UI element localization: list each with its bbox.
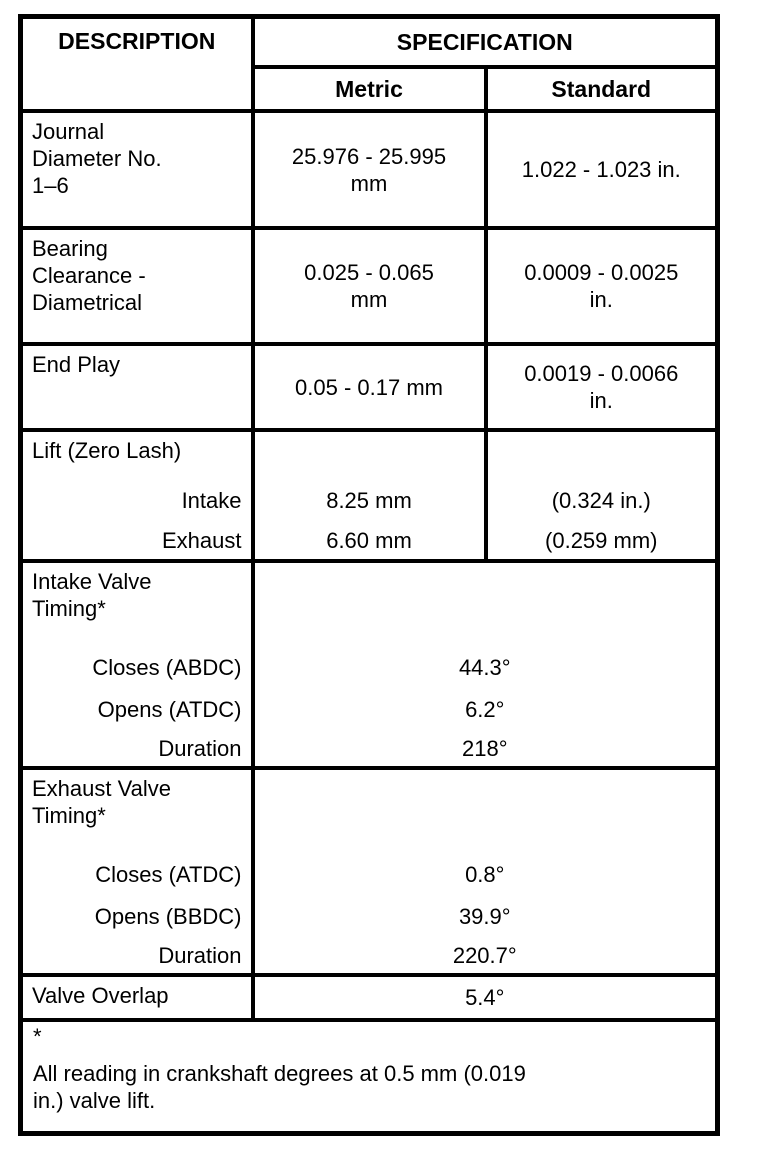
standard-value-end-play: 0.0019 - 0.0066 in. (483, 342, 720, 430)
column-header-metric: Metric (250, 65, 488, 111)
value-intake-opens: 6.2° (250, 688, 720, 730)
subrow-label-exhaust-duration: Duration (18, 937, 255, 975)
row-label-intake-valve-timing: Intake Valve Timing* (18, 559, 255, 646)
table-subrow-exhaust-duration: Duration 220.7° (18, 937, 720, 975)
table-row-intake-valve-timing: Intake Valve Timing* (18, 559, 720, 646)
table-subrow-exhaust-opens: Opens (BBDC) 39.9° (18, 895, 720, 937)
header-row-2: Metric Standard (21, 65, 720, 111)
row-label-valve-overlap: Valve Overlap (18, 973, 255, 1020)
column-header-specification: SPECIFICATION (250, 14, 720, 67)
footnote-marker: * (33, 1024, 42, 1049)
column-header-standard: Standard (483, 65, 720, 111)
header-row-1: DESCRIPTION SPECIFICATION (18, 14, 720, 111)
row-label-bearing-clearance: Bearing Clearance - Diametrical (18, 226, 255, 344)
empty-cell (250, 766, 720, 853)
table-row-journal-diameter: Journal Diameter No. 1–6 25.976 - 25.995… (18, 109, 720, 228)
metric-value-end-play: 0.05 - 0.17 mm (250, 342, 488, 430)
table-subrow-exhaust-closes: Closes (ATDC) 0.8° (18, 853, 720, 895)
value-intake-closes: 44.3° (250, 646, 720, 688)
table-subrow-intake-closes: Closes (ABDC) 44.3° (18, 646, 720, 688)
subrow-label-exhaust-opens: Opens (BBDC) (18, 895, 255, 937)
subrow-label-intake: Intake (18, 479, 255, 521)
row-label-end-play: End Play (18, 342, 255, 430)
standard-value-lift-exhaust: (0.259 mm) (483, 521, 720, 561)
value-intake-duration: 218° (250, 730, 720, 768)
value-valve-overlap: 5.4° (250, 973, 720, 1020)
row-label-lift-zero-lash: Lift (Zero Lash) (18, 428, 255, 479)
metric-value-lift-intake: 8.25 mm (250, 479, 488, 521)
metric-value-journal-diameter: 25.976 - 25.995 mm (250, 109, 488, 228)
footnote-text: All reading in crankshaft degrees at 0.5… (33, 1061, 526, 1113)
footnote-cell: * All reading in crankshaft degrees at 0… (18, 1018, 720, 1134)
subrow-label-intake-closes: Closes (ABDC) (18, 646, 255, 688)
table-row-valve-overlap: Valve Overlap 5.4° (18, 973, 720, 1020)
empty-cell (250, 428, 488, 479)
subrow-label-exhaust: Exhaust (18, 521, 255, 561)
subrow-label-intake-duration: Duration (18, 730, 255, 768)
table-row-end-play: End Play 0.05 - 0.17 mm 0.0019 - 0.0066 … (18, 342, 720, 430)
metric-value-bearing-clearance: 0.025 - 0.065 mm (250, 226, 488, 344)
camshaft-specification-table: DESCRIPTION SPECIFICATION Metric Standar… (18, 14, 721, 1136)
metric-value-lift-exhaust: 6.60 mm (250, 521, 488, 561)
table-row-lift-zero-lash: Lift (Zero Lash) (18, 428, 720, 479)
subrow-label-intake-opens: Opens (ATDC) (18, 688, 255, 730)
row-label-exhaust-valve-timing: Exhaust Valve Timing* (18, 766, 255, 853)
subrow-label-exhaust-closes: Closes (ATDC) (18, 853, 255, 895)
empty-cell (483, 428, 720, 479)
standard-value-journal-diameter: 1.022 - 1.023 in. (483, 109, 720, 228)
table-subrow-intake-duration: Duration 218° (18, 730, 720, 768)
table-row-bearing-clearance: Bearing Clearance - Diametrical 0.025 - … (18, 226, 720, 344)
row-label-journal-diameter: Journal Diameter No. 1–6 (18, 109, 255, 228)
column-header-description: DESCRIPTION (18, 14, 255, 111)
value-exhaust-opens: 39.9° (250, 895, 720, 937)
standard-value-lift-intake: (0.324 in.) (483, 479, 720, 521)
empty-cell (250, 559, 720, 646)
table-subrow-intake-opens: Opens (ATDC) 6.2° (18, 688, 720, 730)
value-exhaust-duration: 220.7° (250, 937, 720, 975)
standard-value-bearing-clearance: 0.0009 - 0.0025 in. (483, 226, 720, 344)
value-exhaust-closes: 0.8° (250, 853, 720, 895)
table-row-footnote: * All reading in crankshaft degrees at 0… (18, 1018, 720, 1134)
table-subrow-lift-intake: Intake 8.25 mm (0.324 in.) (18, 479, 720, 521)
table-subrow-lift-exhaust: Exhaust 6.60 mm (0.259 mm) (18, 521, 720, 561)
table-row-exhaust-valve-timing: Exhaust Valve Timing* (18, 766, 720, 853)
